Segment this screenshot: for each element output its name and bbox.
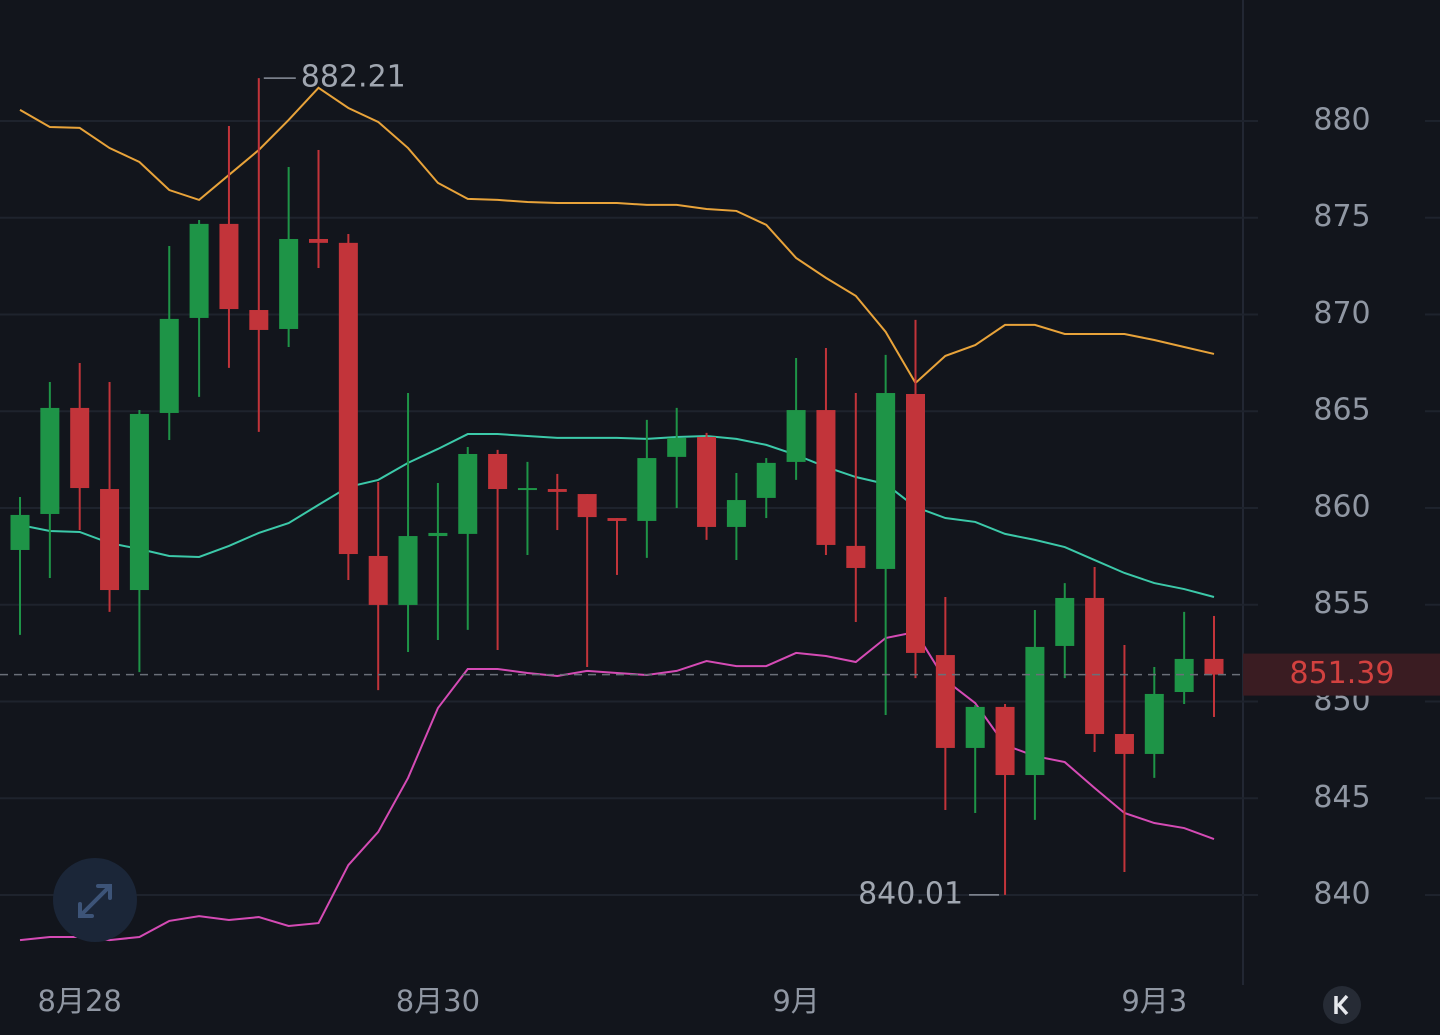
candle-body: [249, 310, 269, 330]
candle-body: [458, 453, 478, 534]
max-label: 882.21: [301, 60, 406, 95]
candle-body: [517, 488, 537, 491]
band-line: [19, 433, 1215, 598]
y-tick-label: 855: [1313, 586, 1370, 621]
candle-body: [40, 407, 60, 514]
candle-body: [309, 238, 328, 243]
candle-body: [547, 489, 567, 492]
y-tick-label: 875: [1313, 199, 1370, 234]
candle-body: [1085, 597, 1105, 735]
candle-body: [607, 518, 627, 521]
candle-body: [637, 458, 657, 521]
candle-body: [1144, 693, 1164, 754]
collapse-button[interactable]: [1323, 986, 1361, 1024]
expand-button[interactable]: [53, 858, 137, 942]
band-line: [19, 86, 1215, 385]
candle-body: [159, 318, 179, 413]
candles: [10, 78, 1224, 895]
candle-body: [219, 223, 239, 310]
x-tick-label: 9月: [772, 984, 819, 1018]
price-tag: [1243, 653, 1440, 696]
candle-body: [965, 706, 985, 748]
candle-body: [726, 500, 746, 527]
candle-body: [398, 536, 418, 605]
candle-body: [1174, 658, 1194, 693]
candle-body: [995, 706, 1015, 776]
y-tick-label: 860: [1313, 489, 1370, 524]
candle-body: [846, 545, 866, 568]
candle-body: [667, 437, 687, 457]
candle-body: [906, 394, 925, 653]
min-label: 840.01: [858, 876, 963, 911]
candle-body: [189, 223, 209, 318]
candle-body: [488, 453, 508, 490]
candle-body: [577, 494, 597, 518]
candle-body: [756, 462, 776, 498]
y-tick-label: 845: [1313, 780, 1370, 815]
y-tick-label: 870: [1313, 296, 1370, 331]
candle-body: [1114, 734, 1134, 754]
candle-body: [70, 407, 90, 489]
grid: [0, 119, 1440, 897]
y-tick-label: 880: [1313, 102, 1370, 137]
candle-body: [1055, 597, 1075, 646]
candle-body: [786, 410, 806, 462]
y-tick-label: 840: [1313, 877, 1370, 912]
candle-body: [816, 410, 836, 545]
candle-body: [697, 436, 717, 527]
candle-body: [368, 555, 388, 605]
candle-body: [100, 489, 120, 591]
candle-body: [935, 655, 955, 748]
x-tick-label: 9月3: [1121, 984, 1187, 1018]
candle-body: [129, 413, 149, 591]
bands: [19, 86, 1215, 942]
candle-body: [1025, 646, 1045, 776]
band-line: [19, 630, 1215, 942]
price-label: 851.39: [1290, 656, 1395, 691]
candle-body: [428, 532, 448, 537]
x-tick-label: 8月28: [38, 984, 122, 1018]
candle-body: [876, 393, 896, 569]
candle-body: [338, 242, 358, 555]
candle-body: [279, 238, 299, 329]
x-tick-label: 8月30: [396, 984, 480, 1018]
candle-body: [1204, 658, 1224, 675]
y-tick-label: 865: [1313, 393, 1370, 428]
candle-body: [10, 514, 30, 550]
